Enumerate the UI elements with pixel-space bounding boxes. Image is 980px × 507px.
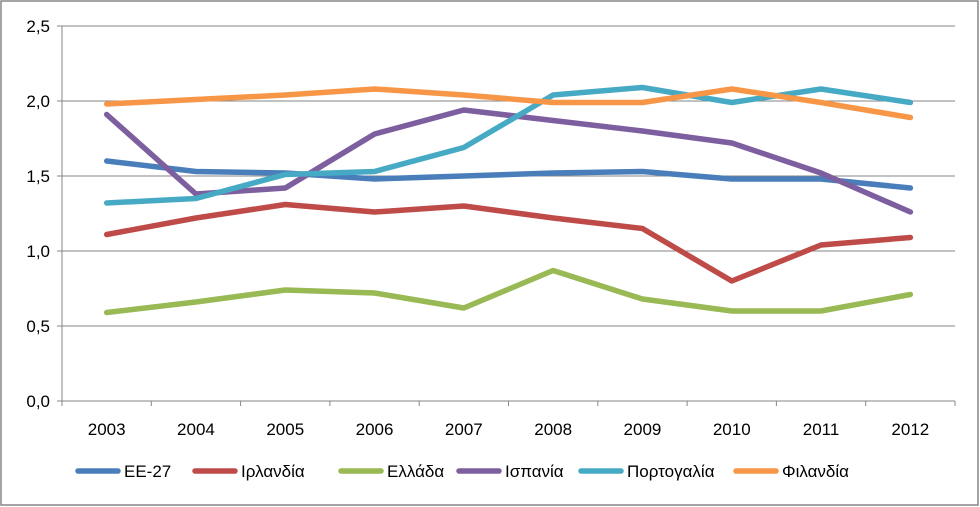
legend-entry-label: ΕΕ-27 bbox=[124, 462, 171, 481]
y-tick-label: 1,0 bbox=[26, 242, 50, 261]
x-tick-label: 2012 bbox=[891, 420, 929, 439]
x-tick-label: 2005 bbox=[266, 420, 304, 439]
axes bbox=[57, 25, 956, 406]
legend-entry-label: Φιλανδία bbox=[782, 462, 849, 481]
legend-entry-label: Ιρλανδία bbox=[241, 462, 305, 481]
y-tick-label: 0,0 bbox=[26, 392, 50, 411]
x-tick-label: 2003 bbox=[88, 420, 126, 439]
x-tick-label: 2010 bbox=[713, 420, 751, 439]
y-tick-label: 2,0 bbox=[26, 92, 50, 111]
x-tick-label: 2011 bbox=[803, 420, 840, 439]
legend-entry-label: Πορτογαλία bbox=[627, 462, 715, 481]
x-tick-labels: 2003 2004 2005 2006 2007 2008 2009 2010 2011 2012 bbox=[88, 420, 930, 439]
legend-entry-label: Ελλάδα bbox=[387, 462, 444, 481]
x-tick-label: 2006 bbox=[356, 420, 394, 439]
series-line-2 bbox=[103, 201, 914, 284]
y-tick-labels: 0,0 0,5 1,0 1,5 2,0 2,5 bbox=[26, 17, 50, 411]
series-line-6 bbox=[103, 86, 914, 121]
series-lines bbox=[103, 84, 914, 316]
y-tick-label: 2,5 bbox=[26, 17, 50, 36]
x-tick-label: 2007 bbox=[445, 420, 483, 439]
x-tick-label: 2004 bbox=[177, 420, 215, 439]
series-line-3 bbox=[103, 267, 914, 316]
x-tick-label: 2009 bbox=[624, 420, 662, 439]
x-tick-label: 2008 bbox=[534, 420, 572, 439]
series-line-1 bbox=[103, 158, 914, 191]
legend: ΕΕ-27 Ιρλανδία Ελλάδα Ισπανία Πορτογαλία Φιλα… bbox=[75, 462, 849, 481]
series-line-4 bbox=[103, 107, 914, 215]
y-tick-label: 1,5 bbox=[26, 167, 50, 186]
legend-entry-label: Ισπανία bbox=[505, 462, 564, 481]
y-tick-label: 0,5 bbox=[26, 317, 50, 336]
